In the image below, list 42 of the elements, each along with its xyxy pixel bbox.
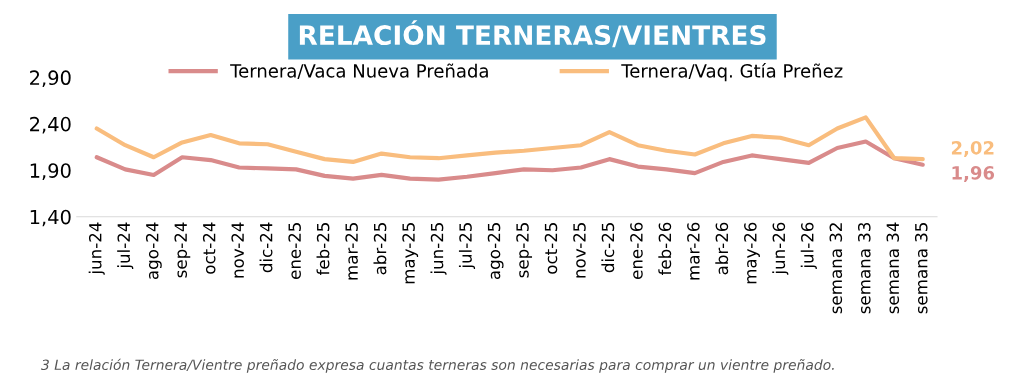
x-tick-label: jul-24 (117, 222, 134, 269)
x-tick-label: may-26 (744, 222, 760, 284)
x-tick-label: feb-25 (316, 223, 330, 276)
x-tick-label: ene-26 (630, 222, 643, 279)
line-series (94, 139, 925, 182)
x-tick-label: sep-25 (516, 223, 533, 278)
y-tick-label: 2,40 (30, 116, 71, 134)
x-tick-label: dic-24 (259, 222, 273, 273)
x-tick-label: feb-26 (658, 222, 672, 276)
x-tick-label: dic-25 (601, 223, 615, 273)
x-tick-label: semana 34 (886, 222, 900, 314)
x-tick-label: mar-26 (687, 222, 700, 280)
x-tick-label: jun-25 (430, 223, 447, 275)
line-series (94, 115, 925, 165)
y-tick-label: 2,90 (30, 70, 71, 88)
data-label: 1,96 (952, 166, 995, 182)
y-tick-label: 1,40 (30, 209, 71, 227)
x-tick-label: semana 32 (829, 223, 843, 314)
x-tick-label: oct-25 (544, 223, 558, 274)
legend-label: Ternera/Vaq. Gtía Preñez (621, 63, 843, 82)
data-label: 2,02 (951, 140, 994, 157)
x-tick-label: abr-25 (373, 223, 387, 275)
x-tick-label: ago-25 (487, 223, 504, 280)
x-tick-label: jun-26 (772, 222, 789, 275)
text: 3 La relación Ternera/Vientre preñado expresa cuantas terneras son necesarias para comprar un vientre preñado. (40, 358, 834, 373)
chart-title: RELACIÓN TERNERAS/VIENTRES (299, 20, 766, 48)
x-tick-label: jul-26 (800, 222, 817, 269)
x-tick-label: oct-24 (202, 222, 216, 274)
x-tick-label: semana 35 (914, 223, 928, 314)
legend-label: Ternera/Vaca Nueva Preñada (230, 63, 488, 80)
x-tick-label: abr-26 (715, 222, 729, 275)
y-tick-label: 1,90 (30, 163, 71, 180)
x-tick-label: mar-25 (345, 223, 358, 280)
x-tick-label: may-25 (402, 223, 419, 284)
x-tick-label: nov-25 (573, 223, 586, 278)
x-tick-label: ago-24 (145, 222, 162, 280)
x-tick-label: nov-24 (231, 222, 244, 278)
x-tick-label: sep-24 (174, 222, 191, 278)
x-tick-label: ene-25 (288, 223, 301, 279)
x-tick-label: jul-25 (458, 223, 476, 269)
x-tick-label: jun-24 (88, 222, 105, 275)
x-tick-label: semana 33 (857, 222, 871, 314)
